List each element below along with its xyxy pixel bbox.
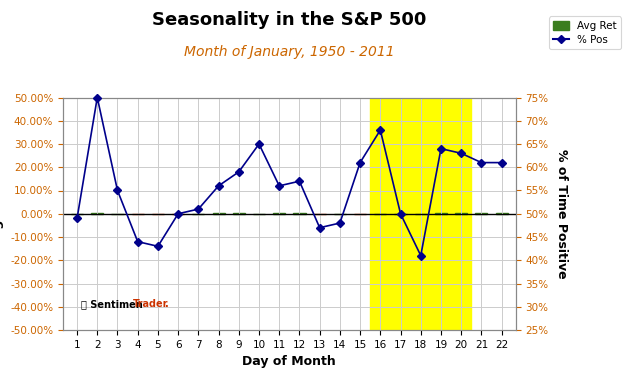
Text: Month of January, 1950 - 2011: Month of January, 1950 - 2011 bbox=[184, 45, 394, 59]
Text: Trader: Trader bbox=[133, 299, 169, 309]
Text: Ⓢ Sentimen: Ⓢ Sentimen bbox=[81, 299, 143, 309]
Legend: Avg Ret, % Pos: Avg Ret, % Pos bbox=[548, 16, 621, 50]
Bar bbox=[476, 213, 487, 214]
Bar bbox=[435, 213, 447, 214]
Y-axis label: Average Return: Average Return bbox=[0, 159, 4, 269]
Bar bbox=[91, 213, 103, 214]
X-axis label: Day of Month: Day of Month bbox=[242, 355, 337, 368]
Bar bbox=[370, 98, 471, 330]
Bar bbox=[233, 213, 245, 214]
Bar bbox=[496, 213, 508, 214]
Text: .: . bbox=[165, 299, 169, 309]
Y-axis label: % of Time Positive: % of Time Positive bbox=[555, 149, 568, 279]
Text: Seasonality in the S&P 500: Seasonality in the S&P 500 bbox=[152, 11, 426, 29]
Bar bbox=[455, 213, 467, 214]
